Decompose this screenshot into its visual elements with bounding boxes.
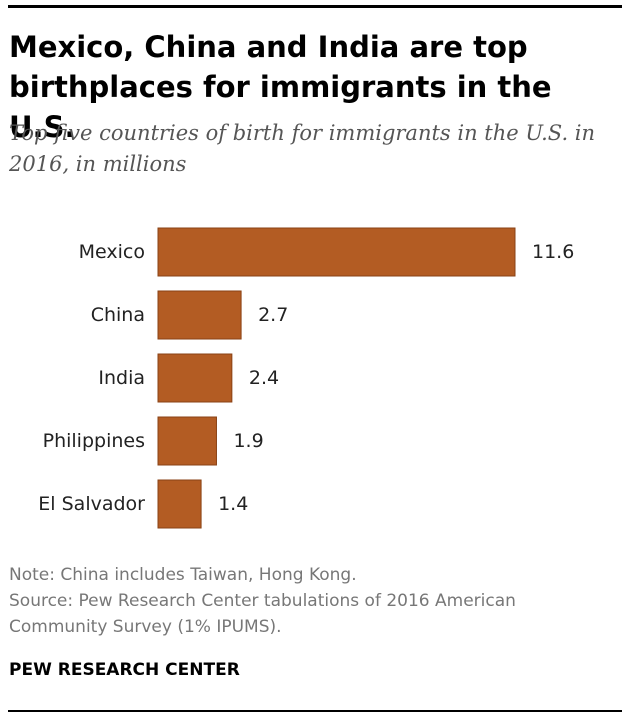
bar: [157, 353, 233, 403]
data-label: 11.6: [532, 241, 574, 263]
bar: [157, 227, 516, 277]
category-label: Mexico: [79, 241, 145, 263]
bar: [157, 290, 242, 340]
bar: [157, 416, 217, 466]
brand-logo-text: PEW RESEARCH CENTER: [9, 660, 240, 680]
category-label: El Salvador: [38, 493, 145, 515]
category-label: India: [98, 367, 145, 389]
data-label: 1.9: [233, 430, 263, 452]
data-label: 2.4: [249, 367, 279, 389]
data-label: 1.4: [218, 493, 248, 515]
chart-note: Note: China includes Taiwan, Hong Kong.: [9, 565, 357, 585]
category-label: Philippines: [43, 430, 145, 452]
category-label: China: [91, 304, 145, 326]
chart-title: Mexico, China and India are top birthpla…: [9, 30, 552, 144]
chart-subtitle: Top five countries of birth for immigran…: [9, 121, 596, 176]
bar: [157, 479, 202, 529]
chart-source: Source: Pew Research Center tabulations …: [9, 591, 516, 637]
data-label: 2.7: [258, 304, 288, 326]
bottom-rule: [8, 710, 622, 712]
top-rule: [8, 5, 622, 8]
